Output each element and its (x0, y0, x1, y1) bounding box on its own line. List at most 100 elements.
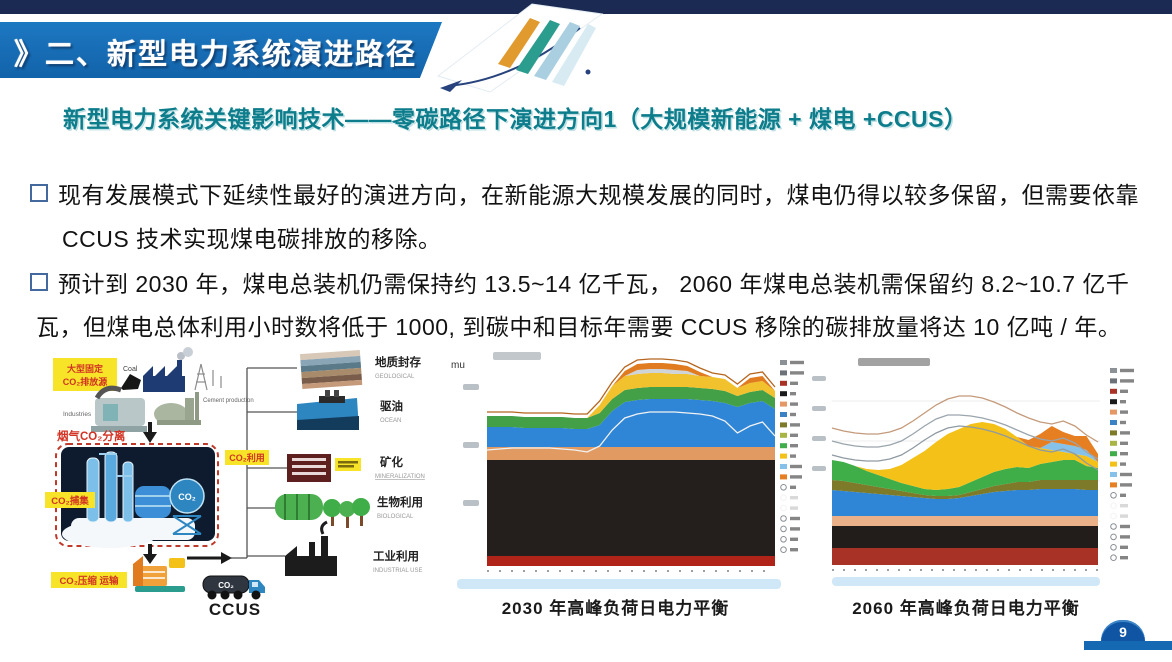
legend-label-blur (790, 423, 800, 427)
layer-yellow (487, 373, 775, 418)
slide-subtitle: 新型电力系统关键影响技术——零碳路径下演进方向1（大规模新能源 + 煤电 +CC… (63, 106, 968, 132)
layer-green (832, 460, 1098, 496)
square-bullet-icon (30, 184, 48, 202)
dest-ocean-en: OCEAN (380, 418, 401, 424)
layer-black (832, 526, 1098, 548)
layer-green (487, 387, 775, 429)
legend-label-blur (1120, 400, 1126, 404)
y-tick-blur (812, 466, 826, 471)
page-number-badge: 9 (1101, 620, 1145, 641)
legend-label-blur (790, 506, 798, 510)
coal-label: Coal (123, 366, 138, 373)
legend-swatch (1110, 399, 1117, 405)
legend-label-blur (1120, 441, 1128, 445)
layer-yellow (832, 422, 1098, 490)
bullet-2-text: 预计到 2030 年，煤电总装机仍需保持约 13.5~14 亿千瓦， 2060 … (36, 271, 1130, 340)
legend-label-blur (1120, 389, 1128, 393)
chart-title-blur (858, 358, 930, 366)
legend-label-blur (1120, 420, 1126, 425)
legend-swatch (1110, 502, 1117, 509)
legend-label-blur (790, 402, 798, 406)
ccus-source-label-1: 大型固定 (67, 363, 104, 374)
legend-swatch (780, 453, 787, 459)
section-title: 》二、新型电力系统演进路径 (14, 39, 418, 71)
legend-swatch (1110, 420, 1117, 425)
horizontal-scrollbar (832, 577, 1100, 586)
legend-label-blur (1120, 493, 1126, 497)
layer-blue (487, 399, 775, 447)
arrow-down-icon (143, 432, 157, 443)
bullet-paragraph-2: 预计到 2030 年，煤电总装机仍需保持约 13.5~14 亿千瓦， 2060 … (30, 263, 1150, 349)
legend-label-blur (790, 496, 798, 500)
horizontal-scrollbar (457, 579, 781, 589)
factory-icon (143, 347, 193, 392)
legend-swatch (1110, 451, 1117, 457)
legend-swatch (780, 515, 787, 522)
header-decoration-stripes-icon (436, 3, 604, 93)
legend-label-blur (790, 433, 798, 437)
coal-pile-icon (121, 374, 141, 390)
layer-bottom-red (487, 556, 775, 566)
legend-swatch (1110, 544, 1117, 551)
legend-swatch (780, 360, 787, 365)
legend-swatch (1110, 368, 1117, 373)
page-number: 9 (1119, 624, 1127, 640)
dest-mineral-en: MINERALIZATION (375, 474, 425, 480)
legend-swatch (780, 370, 787, 376)
legend-label-blur (790, 548, 798, 552)
dest-industrial-zh: 工业利用 (373, 549, 419, 563)
dest-mineral-zh: 矿化 (380, 455, 403, 469)
layer-darkred (832, 548, 1098, 565)
legend-swatch (780, 422, 787, 428)
separation-label: 烟气CO₂分离 (57, 429, 126, 443)
bullet-paragraph-1: 现有发展模式下延续性最好的演进方向，在新能源大规模发展的同时，煤电仍得以较多保留… (30, 173, 1172, 261)
y-tick-blur (812, 436, 826, 441)
legend-label-blur (1120, 535, 1130, 539)
dest-ocean-zh: 驱油 (380, 399, 403, 413)
legend-swatch (780, 443, 787, 449)
layer-tan (832, 516, 1098, 526)
co2-use-label: CO₂利用 (229, 452, 265, 463)
legend-label-blur (790, 371, 804, 375)
y-tick-blur (463, 500, 479, 506)
legend-label-blur (1120, 452, 1128, 456)
legend-swatch (1110, 430, 1117, 436)
overlay-line-3 (831, 425, 1099, 471)
section-header-banner: 》二、新型电力系统演进路径 (0, 22, 442, 78)
ccus-source-label-2: CO₂排放源 (63, 376, 108, 387)
cement-label: Cement production (203, 398, 254, 404)
legend-swatch (780, 504, 787, 512)
biological-use-image (275, 494, 370, 528)
chart-2060-power-balance (780, 358, 1134, 586)
legend-label-blur (790, 516, 800, 521)
legend-label-blur (1120, 504, 1128, 508)
legend-swatch (780, 525, 787, 533)
legend-label-blur (790, 412, 796, 417)
legend-label-blur (1120, 431, 1130, 435)
legend-swatch (1110, 512, 1117, 520)
legend-label-blur (790, 392, 796, 396)
legend-swatch (1110, 472, 1117, 477)
legend-swatch (780, 494, 787, 501)
y-tick-blur (463, 384, 479, 390)
legend-label-blur (1120, 545, 1128, 549)
legend-swatch (1110, 492, 1117, 499)
compression-station-icon (133, 556, 185, 592)
legend-label-blur (1120, 368, 1134, 373)
top-navy-bar (0, 0, 1172, 14)
legend-label-blur (790, 527, 800, 531)
legend-swatch (780, 412, 787, 417)
y-tick-blur (812, 376, 826, 381)
compress-transport-label: CO₂压缩 运输 (59, 575, 119, 587)
arrow-right-icon (221, 552, 232, 564)
legend-swatch (1110, 378, 1117, 384)
legend-swatch (780, 474, 787, 480)
layer-olive (832, 480, 1098, 499)
legend-swatch (780, 464, 787, 469)
dest-geological-zh: 地质封存 (375, 355, 421, 369)
legend-swatch (780, 391, 787, 397)
legend-label-blur (1120, 472, 1132, 477)
legend-swatch (1110, 388, 1117, 394)
legend-label-blur (1120, 514, 1128, 518)
y-tick-blur (463, 442, 479, 448)
